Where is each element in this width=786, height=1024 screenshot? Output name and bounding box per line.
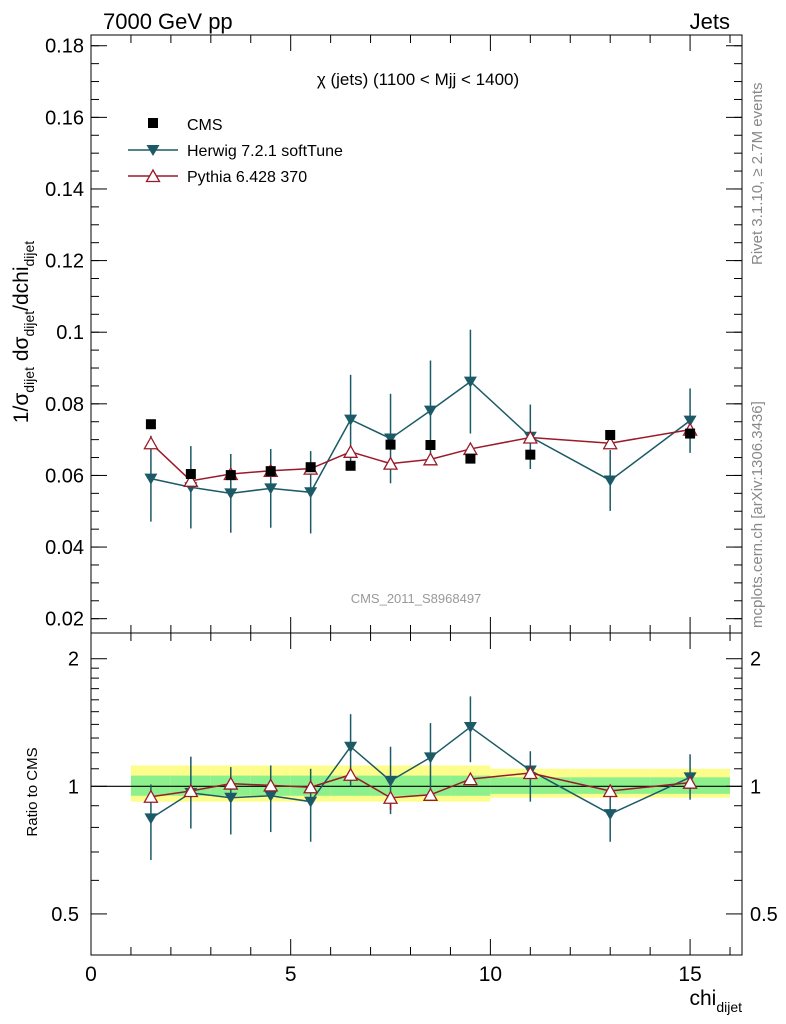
main-point-cms [425,440,436,451]
y-tick-label-ratio-right: 2 [750,649,761,671]
ratio-point-pythia [303,779,319,794]
y-tick-label-main: 0.08 [45,394,84,416]
ratio-series [143,696,698,861]
main-point-pythia [422,452,439,466]
main-point-herwig [603,475,617,487]
ratio-point-pythia [143,789,159,803]
main-point-cms [685,428,696,439]
y-tick-label-ratio-right: 1 [750,776,761,798]
main-point-herwig [423,405,437,417]
legend-label-pythia: Pythia 6.428 370 [187,169,307,186]
main-point-herwig [683,415,697,427]
main-point-cms [385,439,396,450]
ratio-point-herwig [344,741,358,753]
header-right: Jets [690,9,730,34]
ratio-point-herwig [463,722,477,734]
ratio-point-herwig [423,752,437,764]
y-axis-label-ratio: Ratio to CMS [24,747,41,836]
main-point-cms [265,466,276,477]
x-axis-label: chidijet [689,987,742,1015]
ratio-line-herwig [150,726,691,820]
ratio-point-pythia [342,767,359,781]
y-tick-label-main: 0.12 [45,251,84,273]
y-tick-label-main: 0.06 [45,465,84,487]
ratio-point-pythia [602,783,618,798]
y-tick-label-main: 0.02 [45,609,84,631]
main-point-pythia [143,435,159,450]
ratio-point-pythia [263,778,279,792]
y-tick-label-main: 0.16 [45,107,84,129]
main-line-pythia [150,428,691,482]
watermark: CMS_2011_S8968497 [351,591,482,606]
header-left: 7000 GeV pp [103,9,233,34]
ratio-band-inner [450,775,491,796]
y-tick-label-ratio: 1 [68,776,79,798]
ratio-point-pythia [183,783,199,798]
ratio-point-pythia [462,771,479,786]
x-tick-label: 0 [85,963,97,986]
y-axis-label-main: 1/σdijet dσdijet/dchidijet [10,241,37,423]
main-point-herwig [384,433,398,445]
y-tick-label-ratio-right: 0.5 [750,904,778,926]
ratio-ticks: 0.5 0.5 1 1 2 2 [51,649,778,926]
main-point-cms [225,470,236,481]
x-tick-label: 5 [285,963,297,986]
ratio-point-herwig [144,813,158,825]
main-point-cms [605,429,616,440]
main-point-herwig [144,473,158,485]
main-line-herwig [150,380,691,495]
main-ticks: 0.02 0.04 0.06 0.08 0.1 0.12 0.14 0.16 0.18 0 5 10 1… [45,35,742,986]
main-point-herwig [304,487,318,499]
main-point-herwig [224,488,238,500]
main-point-herwig [463,376,477,388]
legend: CMS Herwig 7.2.1 softTune Pythia 6.428 3… [128,117,343,186]
legend-label-herwig: Herwig 7.2.1 softTune [187,143,343,160]
main-point-cms [465,453,476,464]
main-point-cms [145,419,156,430]
main-point-pythia [183,473,199,487]
main-series [143,329,698,534]
ratio-point-pythia [382,790,399,804]
legend-marker-cms [148,118,158,128]
y-tick-label-main: 0.04 [45,537,84,559]
ratio-line-pythia [150,772,691,799]
main-point-pythia [382,456,399,470]
side-text-bottom: mcplots.cern.ch [arXiv:1306.3436] [749,401,766,628]
y-tick-label-ratio: 0.5 [51,904,79,926]
main-point-herwig [264,483,278,495]
main-point-cms [185,469,196,480]
legend-label-cms: CMS [187,117,223,134]
legend-marker-herwig [146,145,160,156]
main-point-pythia [522,430,538,444]
ratio-point-herwig [304,796,318,808]
y-tick-label-main: 0.18 [45,36,84,58]
chart-title: χ (jets) (1100 < Mjj < 1400) [317,70,519,89]
ratio-point-herwig [603,809,617,821]
ratio-point-herwig [224,792,238,804]
ratio-panel-frame [90,632,743,956]
main-point-cms [345,460,356,471]
y-tick-label-main: 0.14 [45,179,84,201]
ratio-point-herwig [384,775,398,787]
y-tick-label-main: 0.1 [56,322,84,344]
main-point-pythia [602,435,618,450]
main-point-herwig [344,414,358,426]
ratio-point-pythia [422,787,439,801]
main-point-pythia [342,444,359,458]
ratio-point-pythia [682,775,698,789]
ratio-point-pythia [223,776,239,790]
x-tick-label: 10 [479,963,502,986]
ratio-point-herwig [264,790,278,802]
main-point-cms [305,462,316,473]
main-point-cms [525,449,536,460]
legend-marker-pythia [145,168,161,183]
ratio-point-pythia [522,765,538,780]
side-text-top: Rivet 3.1.10, ≥ 2.7M events [749,83,766,266]
x-tick-label: 15 [678,963,701,986]
y-tick-label-ratio: 2 [68,649,79,671]
